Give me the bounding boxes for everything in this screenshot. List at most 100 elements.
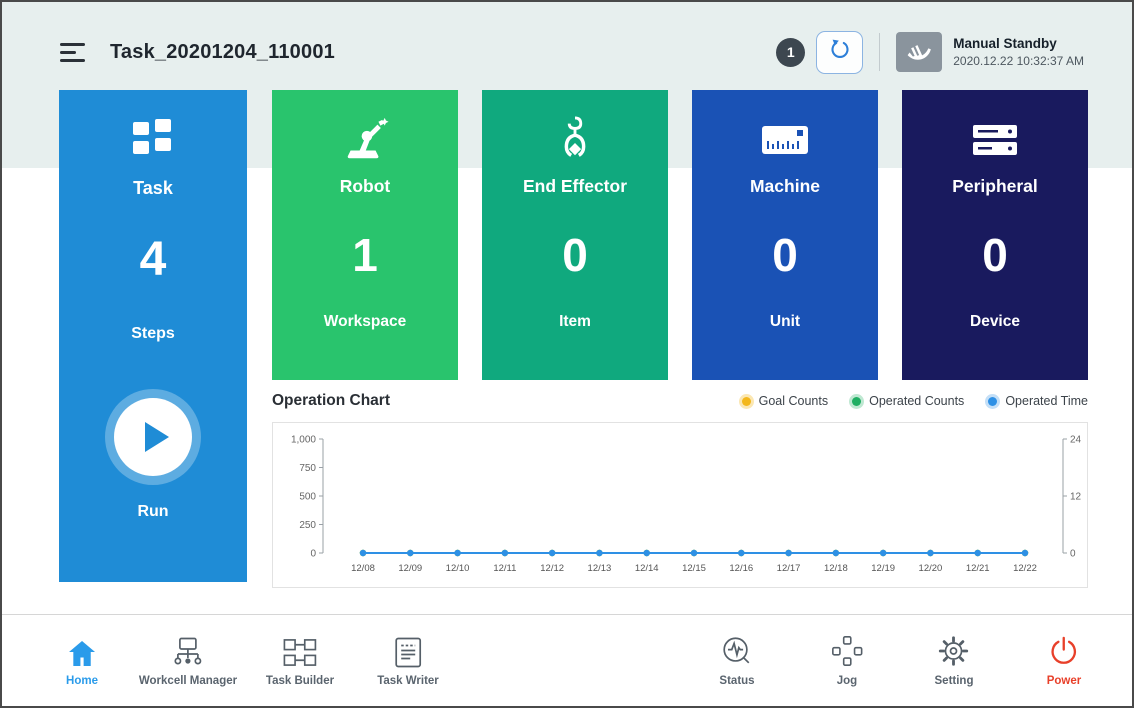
svg-text:12/12: 12/12 bbox=[540, 563, 564, 574]
status-icon bbox=[720, 628, 754, 668]
svg-text:12/19: 12/19 bbox=[871, 563, 895, 574]
svg-text:12/08: 12/08 bbox=[351, 563, 375, 574]
home-icon bbox=[67, 628, 97, 668]
svg-text:12/09: 12/09 bbox=[398, 563, 422, 574]
svg-text:12/16: 12/16 bbox=[729, 563, 753, 574]
peripheral-card[interactable]: Peripheral 0 Device bbox=[902, 90, 1088, 380]
reset-button[interactable] bbox=[816, 30, 864, 74]
machine-icon bbox=[759, 116, 811, 164]
task-steps-count: 4 bbox=[139, 233, 167, 286]
svg-text:250: 250 bbox=[299, 520, 316, 531]
task-card-title: Task bbox=[133, 178, 173, 198]
manual-mode-hand-icon bbox=[896, 32, 943, 72]
chart-legend: Goal Counts Operated Counts Operated Tim… bbox=[741, 394, 1088, 408]
operation-chart: 0 250 500 750 1,000 0 12 24 12/08 12/09 12/10 12/11… bbox=[272, 422, 1088, 588]
card-unit: Workspace bbox=[323, 313, 407, 330]
nav-item-task-builder[interactable]: Task Builder bbox=[266, 628, 334, 687]
nav-label: Status bbox=[719, 675, 755, 687]
timestamp: 2020.12.22 10:32:37 AM bbox=[953, 54, 1084, 68]
svg-text:0: 0 bbox=[310, 549, 316, 560]
gripper-icon bbox=[552, 116, 598, 164]
svg-text:24: 24 bbox=[1070, 435, 1082, 446]
menu-button[interactable] bbox=[60, 42, 86, 62]
task-writer-icon bbox=[393, 628, 423, 668]
page-title: Task_20201204_110001 bbox=[110, 40, 335, 63]
notification-badge[interactable]: 1 bbox=[776, 37, 806, 67]
machine-card[interactable]: Machine 0 Unit bbox=[692, 90, 878, 380]
nav-item-setting[interactable]: Setting bbox=[934, 628, 974, 687]
workcell-manager-icon bbox=[170, 628, 206, 668]
card-unit: Item bbox=[559, 313, 591, 330]
svg-text:12/22: 12/22 bbox=[1013, 563, 1037, 574]
card-title: Machine bbox=[749, 176, 821, 196]
svg-text:12/18: 12/18 bbox=[824, 563, 848, 574]
nav-label: Workcell Manager bbox=[138, 675, 238, 687]
header-divider bbox=[879, 33, 881, 71]
menu-icon bbox=[60, 42, 85, 46]
svg-text:12/13: 12/13 bbox=[588, 563, 612, 574]
nav-label: Power bbox=[1046, 675, 1082, 687]
robot-mode-status[interactable]: Manual Standby 2020.12.22 10:32:37 AM bbox=[896, 32, 1084, 72]
task-tiles-icon bbox=[129, 116, 177, 156]
svg-text:12/20: 12/20 bbox=[919, 563, 943, 574]
svg-text:12/14: 12/14 bbox=[635, 563, 659, 574]
end-effector-card[interactable]: End Effector 0 Item bbox=[482, 90, 668, 380]
nav-item-power[interactable]: Power bbox=[1046, 628, 1082, 687]
chart-header: Operation Chart Goal Counts Operated Cou… bbox=[272, 392, 1088, 410]
header-right: 1 Manual Standby 2020.12 bbox=[776, 30, 1084, 74]
robot-card[interactable]: Robot 1 Workspace bbox=[272, 90, 458, 380]
nav-item-jog[interactable]: Jog bbox=[830, 628, 864, 687]
legend-goal-counts: Goal Counts bbox=[741, 394, 829, 408]
operated-time-dot-icon bbox=[988, 396, 998, 406]
svg-text:12/17: 12/17 bbox=[777, 563, 801, 574]
header: Task_20201204_110001 1 bbox=[2, 20, 1132, 84]
goal-counts-dot-icon bbox=[741, 396, 751, 406]
card-title: End Effector bbox=[522, 176, 628, 196]
jog-icon bbox=[830, 628, 864, 668]
mode-text: Manual Standby 2020.12.22 10:32:37 AM bbox=[953, 36, 1084, 68]
card-title: Robot bbox=[339, 176, 391, 196]
card-value: 1 bbox=[352, 229, 378, 281]
svg-text:750: 750 bbox=[299, 463, 316, 474]
run-label: Run bbox=[137, 503, 169, 520]
legend-operated-time: Operated Time bbox=[988, 394, 1088, 408]
nav-label: Task Writer bbox=[377, 675, 439, 687]
bottom-nav: Home Workcell Manager bbox=[2, 614, 1132, 706]
power-icon bbox=[1048, 628, 1080, 668]
nav-item-home[interactable]: Home bbox=[66, 628, 98, 687]
legend-label: Operated Time bbox=[1005, 394, 1088, 408]
card-value: 0 bbox=[772, 229, 798, 281]
nav-label: Setting bbox=[934, 675, 974, 687]
legend-operated-counts: Operated Counts bbox=[852, 394, 964, 408]
card-value: 0 bbox=[562, 229, 588, 281]
svg-text:12: 12 bbox=[1070, 492, 1082, 503]
operated-counts-dot-icon bbox=[852, 396, 862, 406]
mode-label: Manual Standby bbox=[953, 36, 1057, 51]
gear-icon bbox=[937, 628, 971, 668]
run-button[interactable] bbox=[114, 398, 192, 476]
nav-item-workcell-manager[interactable]: Workcell Manager bbox=[139, 628, 237, 687]
nav-label: Home bbox=[66, 675, 98, 687]
legend-label: Goal Counts bbox=[758, 394, 829, 408]
svg-text:1,000: 1,000 bbox=[291, 435, 316, 446]
circular-arrow-icon bbox=[828, 38, 852, 67]
svg-text:500: 500 bbox=[299, 492, 316, 503]
svg-text:0: 0 bbox=[1070, 549, 1076, 560]
svg-text:12/10: 12/10 bbox=[446, 563, 470, 574]
task-card[interactable]: Task 4 Steps Run bbox=[59, 90, 247, 582]
operation-chart-section: Operation Chart Goal Counts Operated Cou… bbox=[272, 392, 1088, 588]
card-title: Peripheral bbox=[952, 176, 1038, 196]
nav-item-task-writer[interactable]: Task Writer bbox=[377, 628, 439, 687]
run-button-ring bbox=[105, 389, 201, 485]
svg-text:12/15: 12/15 bbox=[682, 563, 706, 574]
nav-label: Jog bbox=[836, 675, 858, 687]
nav-label: Task Builder bbox=[265, 675, 335, 687]
svg-text:12/11: 12/11 bbox=[493, 563, 516, 574]
legend-label: Operated Counts bbox=[869, 394, 965, 408]
play-icon bbox=[144, 422, 169, 452]
task-builder-icon bbox=[282, 628, 318, 668]
nav-item-status[interactable]: Status bbox=[719, 628, 755, 687]
robot-arm-icon bbox=[339, 116, 391, 164]
card-value: 0 bbox=[982, 229, 1008, 281]
